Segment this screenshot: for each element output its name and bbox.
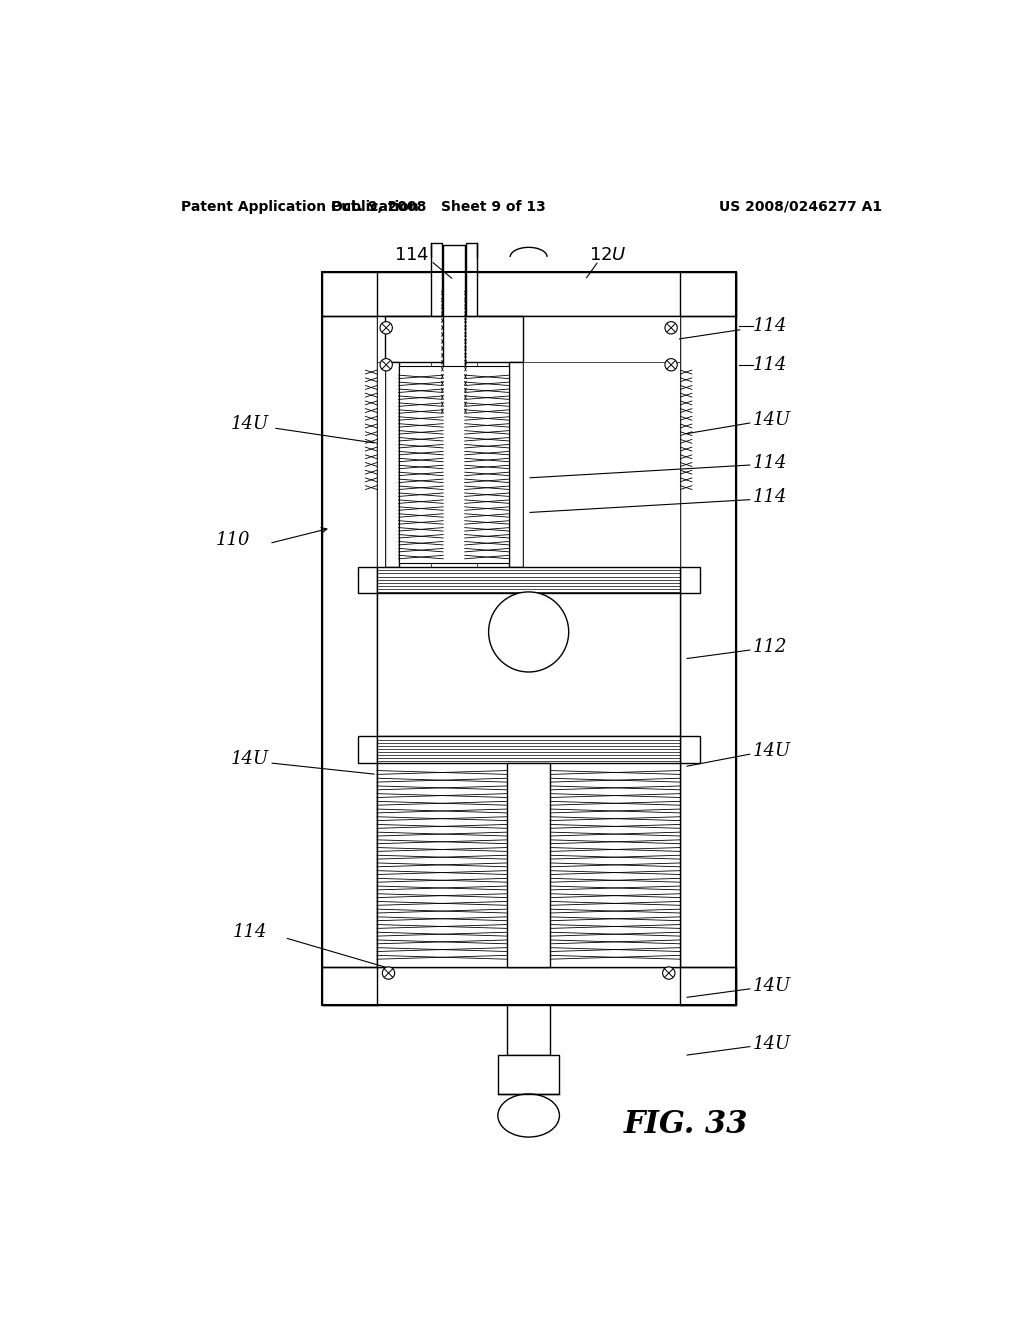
Bar: [377, 737, 680, 763]
Bar: [498, 1056, 559, 1094]
Text: $12U$: $12U$: [589, 246, 627, 264]
Text: 14U: 14U: [753, 1035, 791, 1053]
Bar: [377, 566, 680, 594]
Bar: [507, 1006, 550, 1056]
Bar: [385, 363, 398, 566]
Bar: [523, 363, 680, 566]
Text: 14U: 14U: [753, 412, 791, 429]
Bar: [431, 243, 441, 321]
Text: Oct. 9, 2008   Sheet 9 of 13: Oct. 9, 2008 Sheet 9 of 13: [331, 199, 546, 214]
Ellipse shape: [498, 1094, 559, 1137]
Bar: [398, 367, 509, 562]
Bar: [379, 595, 679, 734]
Text: 14U: 14U: [753, 742, 791, 760]
Text: 114: 114: [232, 923, 267, 941]
Bar: [506, 659, 552, 713]
Bar: [379, 595, 679, 734]
Bar: [443, 244, 465, 558]
Text: 14U: 14U: [753, 977, 791, 995]
Bar: [435, 490, 472, 528]
Bar: [357, 737, 377, 763]
Bar: [477, 317, 680, 582]
Bar: [680, 272, 736, 1006]
Text: 114: 114: [753, 356, 787, 374]
Bar: [507, 763, 550, 966]
Bar: [377, 594, 680, 737]
Bar: [377, 763, 507, 966]
Bar: [428, 405, 480, 436]
Circle shape: [665, 322, 677, 334]
Text: 112: 112: [753, 639, 787, 656]
Text: Patent Application Publication: Patent Application Publication: [180, 199, 419, 214]
Circle shape: [380, 322, 392, 334]
Text: FIG. 33: FIG. 33: [624, 1109, 748, 1140]
Bar: [550, 763, 680, 966]
Bar: [322, 272, 736, 317]
Bar: [357, 566, 377, 594]
Bar: [322, 272, 736, 1006]
Bar: [680, 737, 699, 763]
Bar: [385, 317, 523, 363]
Circle shape: [382, 966, 394, 979]
Bar: [322, 966, 736, 1006]
Bar: [432, 444, 476, 482]
Bar: [466, 243, 477, 321]
Text: 14U: 14U: [230, 750, 269, 768]
Bar: [322, 272, 377, 1006]
Circle shape: [665, 359, 677, 371]
Text: 114: 114: [753, 488, 787, 506]
Text: US 2008/0246277 A1: US 2008/0246277 A1: [719, 199, 882, 214]
Bar: [428, 532, 480, 558]
Text: 114: 114: [753, 454, 787, 471]
Bar: [509, 363, 523, 566]
Text: 110: 110: [215, 531, 250, 549]
Bar: [377, 363, 385, 566]
Text: 114: 114: [753, 317, 787, 335]
Circle shape: [488, 591, 568, 672]
Bar: [377, 317, 431, 582]
Text: 14U: 14U: [230, 414, 269, 433]
Circle shape: [663, 966, 675, 979]
Text: $114$: $114$: [394, 246, 429, 264]
Circle shape: [380, 359, 392, 371]
Bar: [680, 566, 699, 594]
